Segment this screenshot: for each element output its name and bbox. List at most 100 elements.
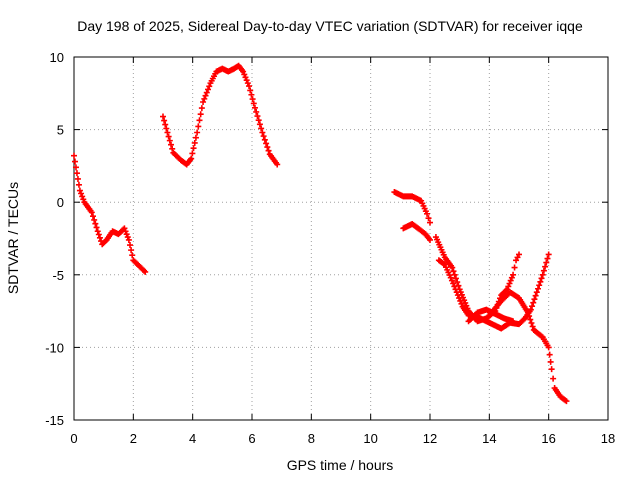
data-point bbox=[540, 267, 547, 274]
data-point bbox=[195, 123, 202, 130]
data-point bbox=[88, 209, 95, 216]
data-point bbox=[163, 125, 170, 132]
data-point bbox=[142, 268, 149, 275]
x-axis-label: GPS time / hours bbox=[287, 457, 394, 473]
data-point bbox=[71, 152, 77, 159]
data-point bbox=[198, 105, 205, 112]
data-point bbox=[196, 117, 203, 124]
data-point bbox=[533, 289, 540, 296]
x-tick-label: 0 bbox=[70, 431, 77, 446]
data-point bbox=[537, 278, 544, 285]
data-point bbox=[244, 80, 251, 87]
data-point bbox=[550, 375, 557, 382]
series-arc-6 bbox=[435, 251, 552, 332]
data-point bbox=[547, 358, 554, 365]
data-point bbox=[247, 87, 254, 94]
x-tick-label: 6 bbox=[248, 431, 255, 446]
data-point bbox=[529, 303, 536, 310]
data-point bbox=[261, 136, 268, 143]
data-point bbox=[526, 313, 533, 320]
data-point bbox=[530, 299, 537, 306]
data-point bbox=[160, 113, 166, 120]
data-point bbox=[454, 292, 461, 299]
data-point bbox=[141, 267, 148, 274]
data-point bbox=[121, 225, 128, 232]
data-point bbox=[536, 282, 543, 289]
data-point bbox=[76, 187, 83, 194]
data-point bbox=[201, 95, 208, 102]
data-point bbox=[274, 161, 281, 168]
data-point bbox=[249, 96, 256, 103]
data-point bbox=[532, 292, 539, 299]
data-point bbox=[128, 247, 135, 254]
data-point bbox=[563, 398, 570, 405]
data-point bbox=[424, 210, 431, 217]
data-point bbox=[531, 296, 538, 303]
data-point bbox=[506, 280, 513, 287]
data-point bbox=[510, 318, 517, 325]
data-point bbox=[75, 181, 82, 188]
data-point bbox=[189, 150, 196, 157]
data-point bbox=[192, 134, 199, 141]
data-point bbox=[265, 147, 272, 154]
data-point bbox=[256, 121, 263, 128]
data-point bbox=[94, 228, 101, 235]
data-point bbox=[456, 295, 463, 302]
series-arc-7 bbox=[486, 289, 570, 405]
data-point bbox=[74, 175, 81, 182]
data-points bbox=[71, 62, 570, 405]
data-point bbox=[260, 133, 267, 140]
data-point bbox=[534, 285, 541, 292]
data-point bbox=[95, 231, 102, 238]
x-tick-label: 10 bbox=[363, 431, 377, 446]
data-point bbox=[259, 129, 266, 136]
data-point bbox=[511, 264, 518, 271]
y-tick-label: 10 bbox=[50, 50, 64, 65]
data-point bbox=[78, 190, 85, 197]
data-point bbox=[124, 234, 131, 241]
series-arc-1 bbox=[71, 152, 149, 275]
data-point bbox=[129, 252, 136, 259]
data-point bbox=[79, 193, 86, 200]
data-point bbox=[452, 275, 459, 282]
data-point bbox=[544, 255, 551, 262]
data-point bbox=[507, 277, 514, 284]
y-tick-label: 5 bbox=[57, 123, 64, 138]
data-point bbox=[93, 224, 100, 231]
data-point bbox=[161, 117, 168, 124]
data-point bbox=[453, 289, 460, 296]
data-point bbox=[80, 196, 87, 203]
x-tick-label: 2 bbox=[130, 431, 137, 446]
data-point bbox=[122, 228, 129, 235]
data-point bbox=[538, 275, 545, 282]
chart-title: Day 198 of 2025, Sidereal Day-to-day VTE… bbox=[77, 18, 583, 34]
data-point bbox=[204, 86, 211, 93]
data-point bbox=[527, 316, 534, 323]
data-point bbox=[190, 145, 197, 152]
data-point bbox=[168, 141, 175, 148]
data-point bbox=[164, 129, 171, 136]
data-point bbox=[241, 71, 248, 78]
data-point bbox=[425, 215, 432, 222]
data-point bbox=[543, 259, 550, 266]
y-tick-label: -15 bbox=[45, 413, 64, 428]
data-point bbox=[253, 108, 260, 115]
data-point bbox=[454, 279, 461, 286]
data-point bbox=[248, 91, 255, 98]
data-point bbox=[440, 260, 447, 267]
series-arc-8 bbox=[465, 306, 517, 325]
x-tick-label: 12 bbox=[423, 431, 437, 446]
data-point bbox=[450, 268, 457, 275]
data-point bbox=[427, 236, 433, 243]
data-point bbox=[162, 121, 169, 128]
data-point bbox=[505, 283, 512, 290]
data-point bbox=[263, 140, 270, 147]
y-tick-label: 0 bbox=[57, 195, 64, 210]
data-point bbox=[125, 236, 132, 243]
x-tick-label: 8 bbox=[308, 431, 315, 446]
x-tick-label: 14 bbox=[482, 431, 496, 446]
data-point bbox=[548, 366, 555, 373]
data-point bbox=[200, 99, 207, 106]
series-arc-2 bbox=[160, 62, 281, 168]
